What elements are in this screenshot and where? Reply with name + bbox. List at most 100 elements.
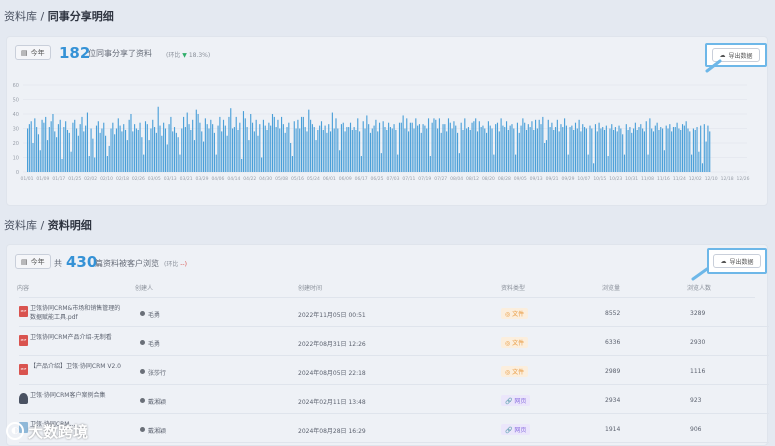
bar[interactable] (663, 150, 665, 172)
bar[interactable] (558, 131, 560, 172)
bar[interactable] (146, 124, 148, 172)
bar[interactable] (453, 121, 455, 172)
bar[interactable] (340, 124, 343, 172)
bar[interactable] (622, 134, 624, 172)
bar[interactable] (427, 118, 430, 172)
bar[interactable] (32, 143, 34, 172)
bar[interactable] (680, 129, 682, 172)
bar[interactable] (105, 135, 107, 172)
bar[interactable] (589, 125, 591, 172)
bar[interactable] (542, 116, 544, 172)
bar[interactable] (70, 151, 72, 172)
bar[interactable] (418, 124, 421, 172)
bar[interactable] (37, 134, 40, 172)
bar[interactable] (522, 118, 524, 172)
bar[interactable] (602, 127, 604, 172)
bar[interactable] (397, 154, 399, 172)
bar[interactable] (582, 124, 584, 172)
col-creator[interactable]: 创建人 (135, 285, 154, 292)
bar[interactable] (126, 140, 128, 172)
bar[interactable] (317, 129, 319, 172)
bar[interactable] (63, 127, 65, 172)
bar[interactable] (505, 121, 508, 172)
bar[interactable] (353, 127, 355, 172)
bar[interactable] (123, 124, 125, 172)
bar[interactable] (326, 132, 328, 172)
bar[interactable] (538, 119, 540, 172)
bar[interactable] (640, 124, 642, 172)
bar[interactable] (95, 125, 98, 172)
bar[interactable] (221, 131, 223, 172)
bar[interactable] (382, 121, 384, 172)
bar[interactable] (605, 125, 607, 172)
table-row[interactable]: 卫瓴·协同CRM… 戴湘颖 2024年08月28日 16:29 🔗 网页 1914 906 (7, 414, 769, 444)
bar[interactable] (357, 118, 359, 172)
bar[interactable] (175, 132, 177, 172)
bar[interactable] (571, 125, 573, 172)
bar[interactable] (66, 129, 69, 172)
bar[interactable] (518, 132, 520, 172)
bar[interactable] (585, 128, 587, 173)
content-title[interactable]: 卫瓴·协同CRM… (30, 421, 76, 428)
bar[interactable] (268, 122, 270, 172)
bar[interactable] (152, 119, 154, 172)
bar[interactable] (375, 119, 377, 172)
bar[interactable] (549, 127, 551, 172)
bar[interactable] (429, 156, 431, 172)
bar[interactable] (583, 127, 586, 172)
bar[interactable] (57, 124, 59, 172)
bar[interactable] (114, 134, 116, 172)
bar[interactable] (134, 124, 136, 172)
bar[interactable] (578, 119, 580, 172)
bar[interactable] (83, 131, 85, 172)
bar[interactable] (74, 119, 76, 172)
bar[interactable] (672, 127, 675, 172)
bar[interactable] (378, 122, 381, 172)
bar[interactable] (239, 122, 241, 172)
bar[interactable] (631, 132, 633, 172)
bar[interactable] (322, 129, 324, 172)
bar[interactable] (451, 128, 453, 173)
bar[interactable] (195, 109, 197, 172)
bar[interactable] (197, 114, 199, 172)
bar[interactable] (681, 124, 684, 172)
bar[interactable] (282, 124, 284, 172)
bar[interactable] (638, 127, 640, 172)
bar[interactable] (304, 127, 306, 172)
bar[interactable] (496, 122, 499, 172)
bar[interactable] (222, 119, 225, 172)
bar[interactable] (484, 128, 486, 173)
bar[interactable] (437, 128, 439, 173)
bar[interactable] (516, 122, 518, 172)
bar[interactable] (103, 122, 105, 172)
bar[interactable] (544, 143, 546, 172)
bar[interactable] (625, 124, 627, 172)
bar[interactable] (389, 127, 391, 172)
bar[interactable] (377, 131, 379, 172)
bar[interactable] (707, 125, 709, 172)
bar[interactable] (124, 129, 127, 172)
bar[interactable] (259, 124, 261, 172)
bar[interactable] (344, 131, 346, 172)
bar[interactable] (400, 122, 402, 172)
bar[interactable] (54, 131, 56, 172)
col-views[interactable]: 浏览量 (602, 285, 621, 292)
bar[interactable] (643, 131, 645, 172)
content-title[interactable]: 卫瓴协同CRM产品介绍-无制看 (30, 334, 112, 341)
bar[interactable] (613, 129, 615, 172)
bar[interactable] (143, 154, 145, 172)
bar[interactable] (313, 127, 315, 172)
bar[interactable] (471, 122, 473, 172)
bar[interactable] (547, 119, 549, 172)
bar[interactable] (515, 154, 517, 172)
bar[interactable] (444, 124, 446, 172)
bar[interactable] (498, 131, 500, 172)
bar[interactable] (569, 127, 571, 172)
bar[interactable] (398, 122, 401, 172)
bar[interactable] (291, 156, 294, 172)
bar[interactable] (68, 132, 70, 172)
table-row[interactable]: 卫瓴·协同CRM客户案例合集 戴湘颖 2024年02月11日 13:48 🔗 网页 29… (7, 385, 769, 415)
bar[interactable] (101, 128, 103, 173)
bar[interactable] (328, 124, 330, 172)
bar[interactable] (698, 151, 700, 172)
